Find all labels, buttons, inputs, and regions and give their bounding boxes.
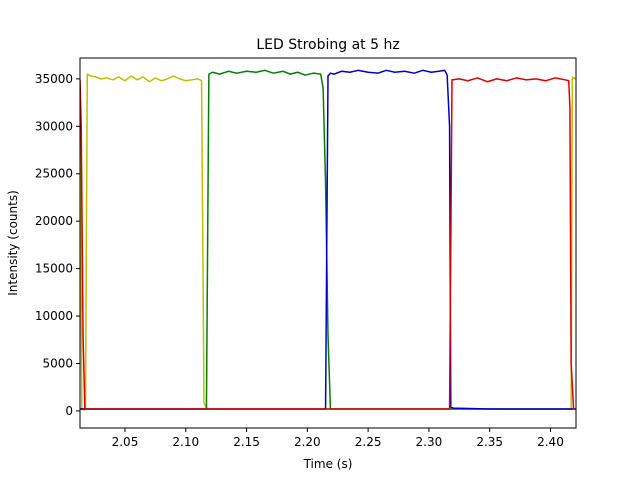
y-tick-label: 20000 [35,214,73,228]
x-tick-label: 2.35 [476,435,503,449]
x-tick-label: 2.30 [416,435,443,449]
x-tick-label: 2.15 [233,435,260,449]
y-axis-ticks: 0 5000 10000 15000 20000 25000 30000 35000 [35,72,80,418]
x-tick-label: 2.20 [294,435,321,449]
y-tick-label: 5000 [42,356,73,370]
y-tick-label: 25000 [35,167,73,181]
x-tick-label: 2.10 [172,435,199,449]
chart-title: LED Strobing at 5 hz [256,37,399,53]
y-tick-label: 35000 [35,72,73,86]
x-tick-label: 2.40 [537,435,564,449]
y-tick-label: 10000 [35,309,73,323]
x-tick-label: 2.05 [112,435,139,449]
x-axis-ticks: 2.05 2.10 2.15 2.20 2.25 2.30 2.35 2.40 [112,428,564,449]
series-layer [80,69,576,411]
y-axis-label: Intensity (counts) [6,190,20,296]
y-tick-label: 30000 [35,119,73,133]
y-tick-label: 0 [65,404,73,418]
series-line-4 [80,77,576,410]
y-tick-label: 15000 [35,262,73,276]
x-tick-label: 2.25 [355,435,382,449]
plot-frame [79,57,577,429]
x-axis-label: Time (s) [303,457,353,471]
